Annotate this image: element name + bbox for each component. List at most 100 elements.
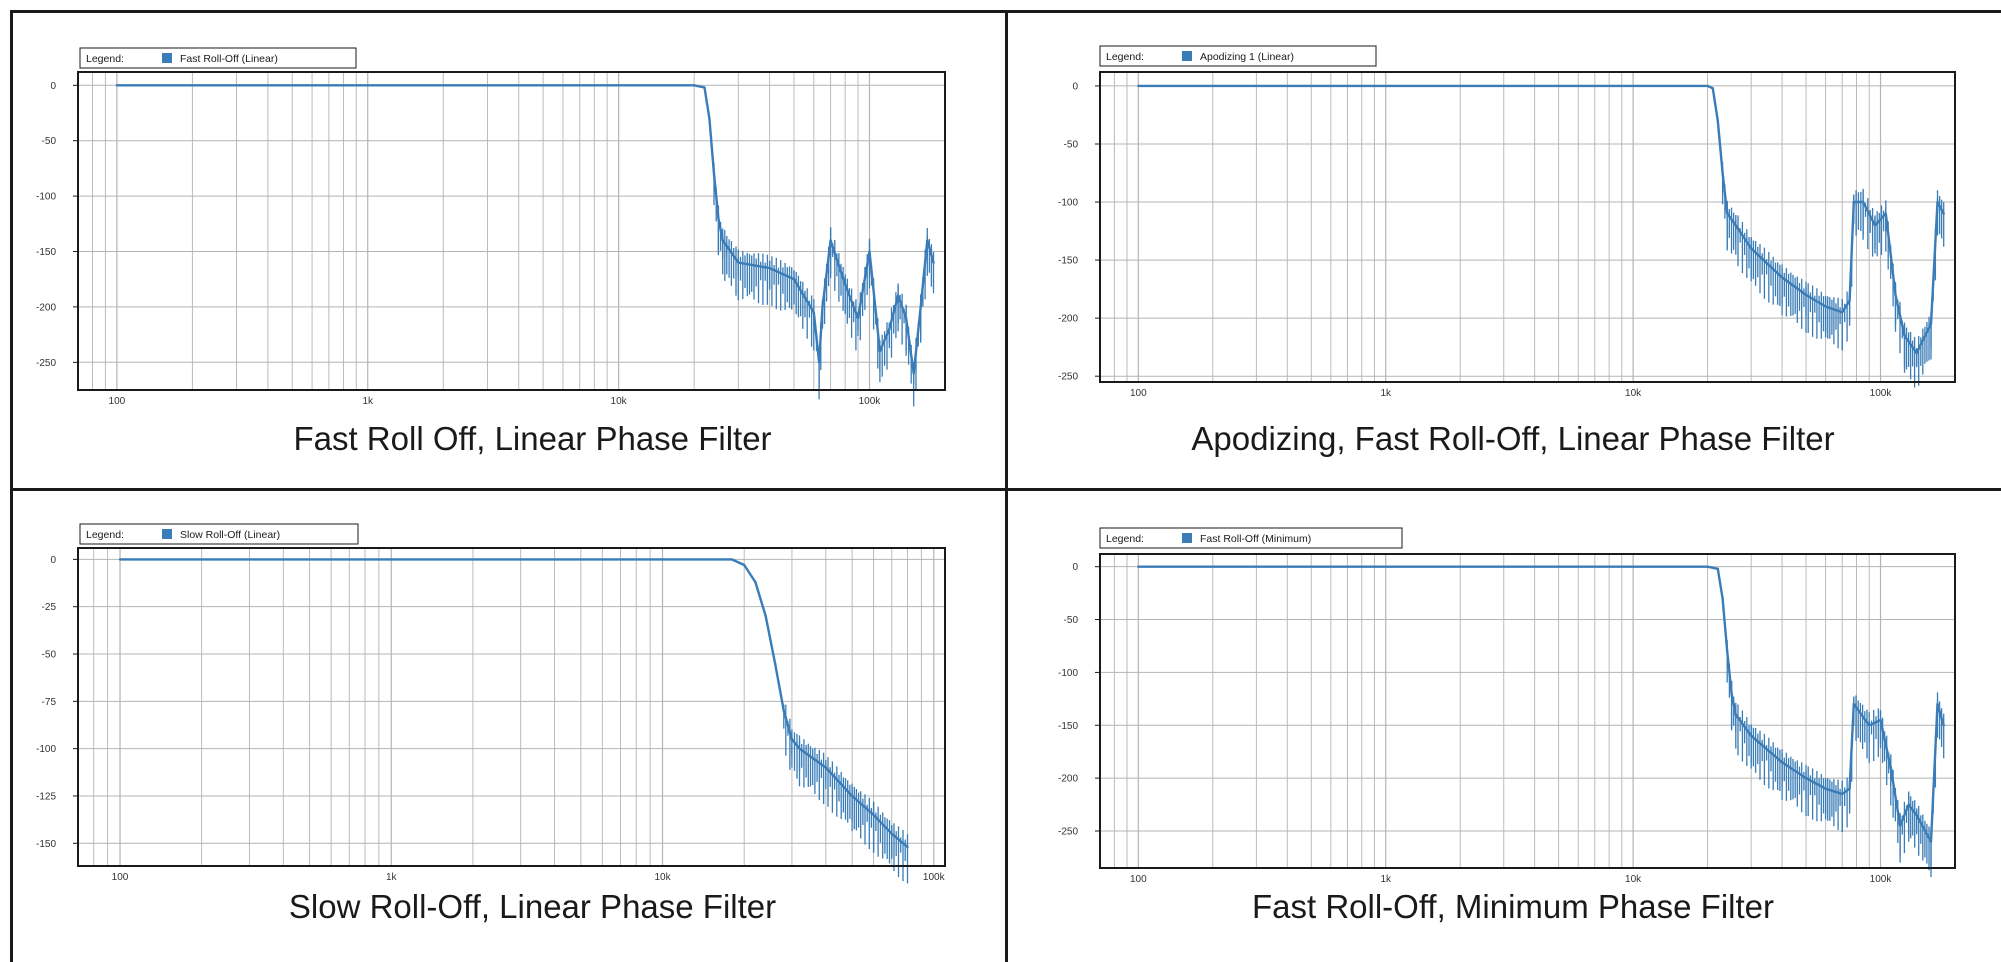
chart-panel-slow-linear: 0 -25 -50 -75 -100 -125 -150 100 1k 10k 100k Legend…	[0, 488, 1005, 962]
data-point	[896, 294, 900, 297]
data-point	[844, 283, 847, 286]
y-tick-label: -25	[42, 602, 57, 613]
stopband-ripple	[783, 704, 909, 884]
data-point	[829, 239, 832, 242]
data-point	[790, 738, 794, 741]
y-tick-label: -250	[1058, 826, 1078, 837]
x-tick-label: 10k	[654, 872, 671, 883]
data-point	[1861, 200, 1865, 204]
data-point	[1907, 803, 1910, 806]
data-point	[1873, 224, 1877, 227]
data-point	[1929, 840, 1933, 843]
chart-svg: 0 -50 -100 -150 -200 -250 100 1k 10k 100k Legend: F…	[36, 47, 946, 407]
y-tick-label: -200	[1058, 774, 1078, 785]
plot-frame	[77, 547, 946, 867]
chart-caption: Fast Roll-Off, Minimum Phase Filter	[1251, 888, 1774, 925]
x-tick-label: 1k	[386, 872, 398, 883]
data-point	[115, 84, 119, 87]
chart-caption: Slow Roll-Off, Linear Phase Filter	[288, 888, 777, 925]
x-tick-label: 10k	[611, 396, 628, 407]
data-point	[764, 614, 767, 618]
plot-area	[1100, 554, 1955, 868]
data-point	[1852, 702, 1855, 706]
data-point	[1716, 119, 1719, 123]
data-point	[1915, 813, 1918, 817]
legend-box	[1099, 527, 1403, 549]
y-tick-label: -150	[36, 839, 56, 850]
data-point	[890, 832, 893, 835]
data-point	[721, 239, 724, 242]
data-point	[868, 250, 871, 253]
data-point	[703, 86, 706, 89]
data-point	[1848, 299, 1851, 302]
chart-svg: 0 -50 -100 -150 -200 -250 100 1k 10k 100k Legend: F…	[1058, 527, 1956, 885]
chart-caption: Apodizing, Fast Roll-Off, Linear Phase F…	[1191, 420, 1835, 457]
data-point	[1824, 787, 1827, 790]
data-point	[1726, 650, 1729, 653]
legend-label: Slow Roll-Off (Linear)	[180, 529, 280, 541]
x-tick-label: 100	[1130, 388, 1147, 399]
y-tick-label: -250	[1058, 372, 1078, 383]
data-point	[1730, 692, 1733, 695]
data-point	[1804, 776, 1808, 780]
data-point	[888, 327, 891, 331]
plot-frame	[1099, 553, 1956, 869]
legend-prefix: Legend:	[86, 529, 124, 541]
legend-prefix: Legend:	[86, 53, 124, 65]
y-tick-label: 0	[1072, 562, 1078, 573]
legend-swatch	[162, 529, 172, 539]
x-tick-label: 10k	[1625, 388, 1642, 399]
data-point	[1942, 212, 1945, 215]
x-tick-label: 100k	[923, 872, 946, 883]
legend-prefix: Legend:	[1106, 51, 1144, 63]
data-point	[1898, 824, 1902, 827]
data-point	[1706, 565, 1709, 568]
x-tick-label: 100	[1130, 874, 1147, 885]
data-point	[850, 794, 854, 798]
data-point	[919, 305, 922, 309]
data-point	[1852, 200, 1855, 204]
data-point	[708, 117, 711, 120]
y-gridlines	[1100, 566, 1955, 832]
y-tick-label: -150	[1058, 721, 1078, 732]
data-point	[1804, 293, 1808, 297]
y-tick-label: -100	[1058, 668, 1078, 679]
data-point	[1889, 766, 1892, 769]
data-point	[926, 239, 929, 242]
data-point	[1915, 351, 1918, 355]
data-point	[1711, 87, 1714, 90]
legend-prefix: Legend:	[1106, 533, 1144, 545]
data-point	[773, 662, 777, 665]
chart-panel-fast-linear: 0 -50 -100 -150 -200 -250 100 1k 10k 100k Legend: F…	[0, 0, 1005, 488]
data-point	[1841, 792, 1844, 796]
plot-area	[78, 72, 945, 390]
data-point	[1868, 724, 1871, 727]
data-point	[904, 316, 908, 320]
data-point	[768, 266, 771, 270]
legend-box	[79, 47, 357, 69]
data-points	[1137, 565, 1945, 843]
data-point	[1894, 293, 1897, 297]
legend-swatch	[1182, 533, 1192, 543]
data-point	[1137, 84, 1140, 88]
x-tick-label: 1k	[1380, 874, 1392, 885]
y-tick-label: -75	[42, 697, 57, 708]
x-tick-label: 100k	[859, 396, 882, 407]
data-point	[737, 261, 740, 264]
data-point	[792, 278, 796, 281]
plot-area	[1100, 72, 1955, 382]
x-tick-label: 10k	[1625, 874, 1642, 885]
data-point	[1750, 247, 1753, 250]
stopband-ripple	[713, 163, 935, 407]
data-point	[1734, 713, 1737, 716]
data-point	[1848, 787, 1851, 790]
y-tick-label: -50	[1064, 139, 1079, 150]
y-tick-label: 0	[50, 555, 56, 566]
data-point	[118, 558, 122, 561]
data-point	[817, 361, 821, 364]
data-point	[1903, 334, 1906, 337]
data-point	[730, 558, 733, 561]
data-point	[906, 845, 909, 849]
legend-label: Fast Roll-Off (Linear)	[180, 53, 278, 65]
